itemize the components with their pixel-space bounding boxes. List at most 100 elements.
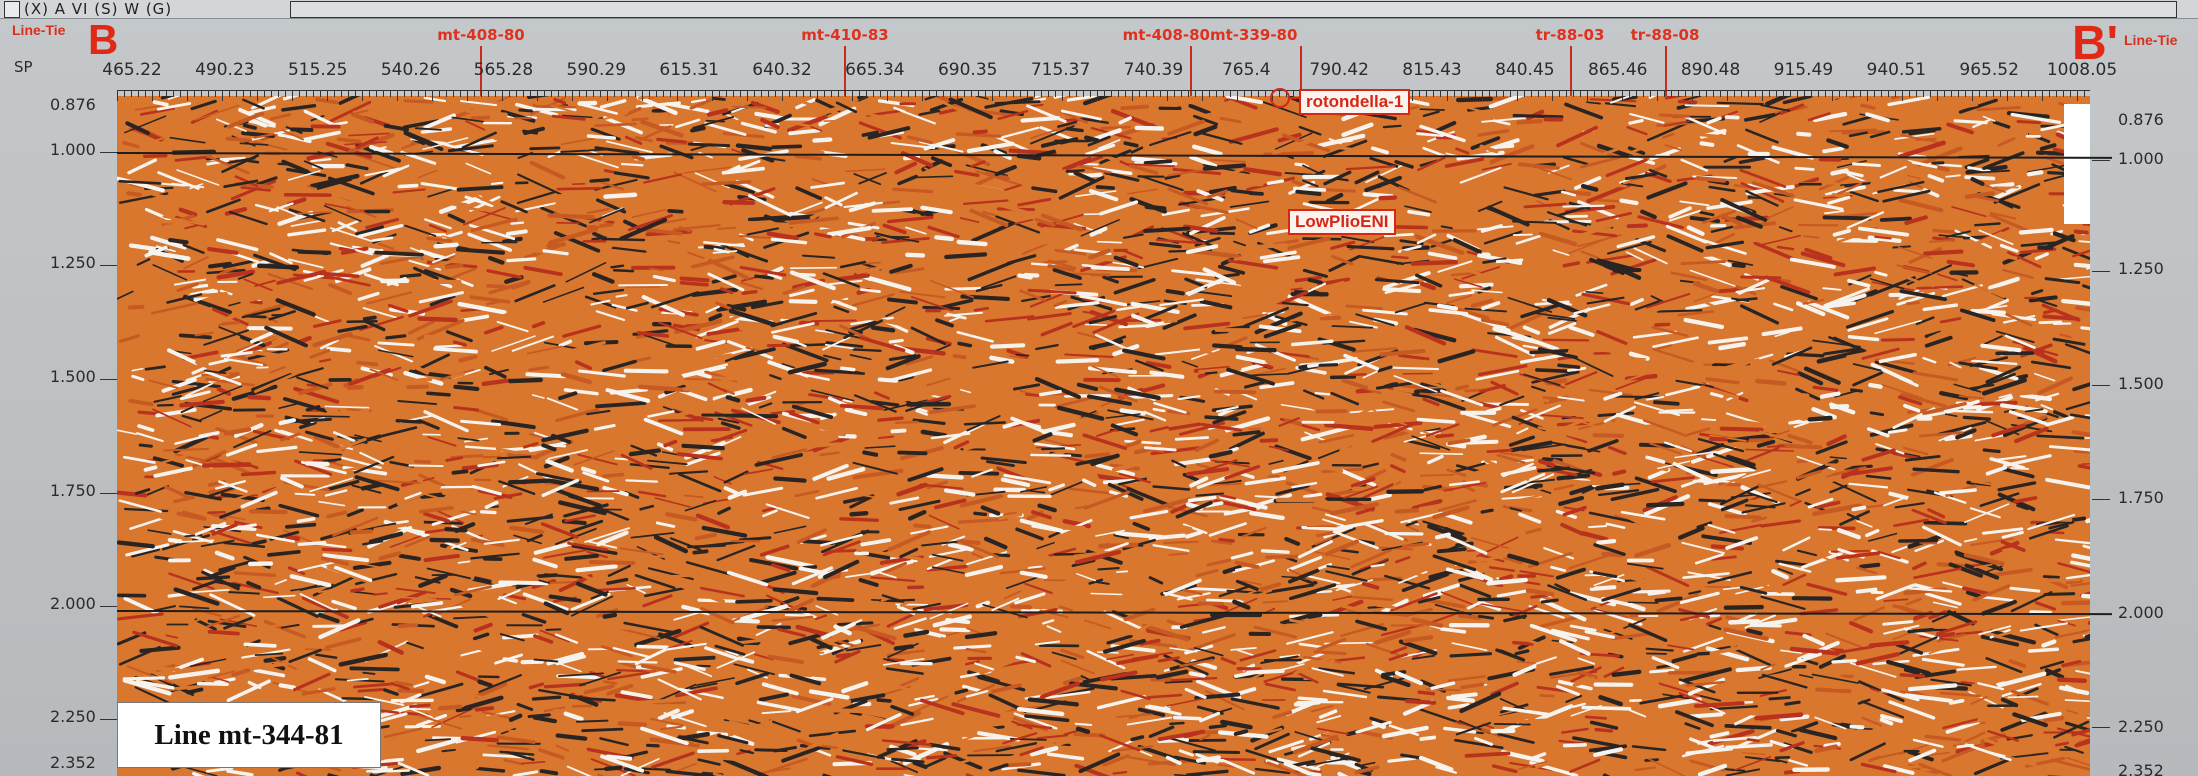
seismic-reflector	[1761, 326, 1803, 337]
seismic-reflector	[505, 229, 528, 236]
seismic-reflector	[1639, 426, 1677, 442]
seismic-reflector	[973, 306, 990, 312]
seismic-reflector	[1315, 409, 1348, 414]
seismic-reflector	[1113, 278, 1156, 295]
seismic-reflector	[2018, 227, 2054, 235]
seismic-reflector	[2018, 96, 2052, 113]
seismic-reflector	[1242, 526, 1267, 538]
seismic-reflector	[418, 291, 464, 304]
seismic-reflector	[290, 127, 314, 132]
seismic-reflector	[808, 729, 857, 738]
seismic-reflector	[1443, 481, 1487, 492]
seismic-reflector	[1418, 501, 1454, 511]
seismic-reflector	[303, 109, 334, 126]
seismic-reflector	[1993, 183, 2041, 204]
seismic-reflector	[169, 136, 206, 144]
seismic-reflector	[1525, 478, 1556, 484]
seismic-reflector	[1236, 649, 1254, 657]
seismic-reflector	[1515, 235, 1541, 245]
seismic-reflector	[1849, 190, 1879, 203]
seismic-reflector	[1588, 388, 1633, 397]
seismic-reflector	[1806, 582, 1848, 596]
seismic-reflector	[1347, 721, 1372, 730]
seismic-reflector	[1195, 492, 1224, 497]
seismic-reflector	[987, 98, 1008, 104]
seismic-reflector	[372, 592, 388, 596]
toolbar-checkbox[interactable]	[4, 1, 20, 18]
seismic-reflector	[1874, 270, 1888, 277]
seismic-reflector	[847, 668, 863, 677]
seismic-reflector	[327, 479, 360, 491]
seismic-reflector	[461, 131, 497, 149]
seismic-reflector	[252, 429, 290, 441]
seismic-reflector	[1148, 242, 1182, 249]
seismic-amplitude-image	[117, 96, 2090, 776]
seismic-reflector	[2060, 600, 2090, 606]
seismic-reflector	[1224, 96, 1242, 102]
seismic-reflector	[2069, 560, 2090, 568]
seismic-reflector	[824, 196, 843, 207]
seismic-reflector	[1370, 293, 1388, 303]
seismic-reflector	[139, 107, 176, 116]
seismic-reflector	[1743, 497, 1782, 505]
seismic-reflector	[269, 252, 293, 265]
seismic-reflector	[1724, 514, 1762, 520]
seismic-reflector	[446, 535, 475, 551]
seismic-reflector	[831, 708, 866, 714]
seismic-reflector	[777, 498, 810, 508]
seismic-reflector	[612, 269, 635, 273]
seismic-reflector	[458, 354, 478, 363]
seismic-reflector	[1021, 294, 1051, 303]
seismic-reflector	[967, 740, 990, 748]
seismic-reflector	[1934, 632, 1956, 639]
seismic-reflector	[1330, 502, 1379, 516]
seismic-reflector	[1754, 378, 1787, 386]
seismic-reflector	[769, 374, 782, 381]
seismic-reflector	[192, 607, 222, 618]
seismic-reflector	[1938, 234, 1971, 239]
seismic-reflector	[1181, 360, 1198, 368]
seismic-reflector	[1409, 458, 1446, 471]
seismic-reflector	[1505, 503, 1522, 507]
seismic-reflector	[1757, 483, 1802, 503]
seismic-reflector	[1797, 371, 1824, 386]
seismic-reflector	[1460, 682, 1484, 690]
seismic-reflector	[1045, 690, 1091, 699]
seismic-reflector	[402, 119, 440, 129]
seismic-reflector	[447, 213, 466, 224]
seismic-reflector	[880, 561, 908, 575]
seismic-reflector	[1654, 322, 1671, 327]
seismic-reflector	[1503, 186, 1549, 201]
seismic-reflector	[481, 378, 512, 387]
seismic-reflector	[1514, 649, 1530, 656]
seismic-reflector	[835, 652, 852, 659]
line-tie-marker	[844, 46, 846, 98]
toolbar-field[interactable]	[290, 1, 2177, 18]
seismic-reflector	[1164, 578, 1202, 597]
seismic-reflector	[1106, 634, 1133, 645]
seismic-reflector	[1535, 368, 1574, 374]
seismic-reflector	[1170, 343, 1213, 355]
seismic-reflector	[809, 205, 838, 220]
seismic-reflector	[287, 566, 306, 576]
seismic-reflector	[328, 283, 353, 296]
seismic-reflector	[1113, 534, 1129, 540]
seismic-reflector	[332, 431, 356, 443]
seismic-reflector	[1341, 235, 1375, 244]
seismic-reflector	[543, 455, 570, 469]
seismic-reflector	[1833, 266, 1876, 277]
seismic-reflector	[532, 557, 558, 569]
seismic-reflector	[876, 698, 892, 703]
seismic-reflector	[1868, 382, 1883, 389]
seismic-reflector	[698, 710, 743, 715]
seismic-reflector	[297, 561, 336, 572]
seismic-reflector	[525, 372, 566, 379]
seismic-reflector	[2000, 697, 2019, 708]
seismic-reflector	[496, 320, 529, 333]
seismic-reflector	[1382, 400, 1416, 413]
seismic-reflector	[240, 490, 278, 509]
seismic-reflector	[1569, 758, 1601, 773]
seismic-reflector	[1699, 211, 1715, 217]
seismic-reflector	[890, 760, 918, 774]
seismic-reflector	[989, 355, 1015, 364]
